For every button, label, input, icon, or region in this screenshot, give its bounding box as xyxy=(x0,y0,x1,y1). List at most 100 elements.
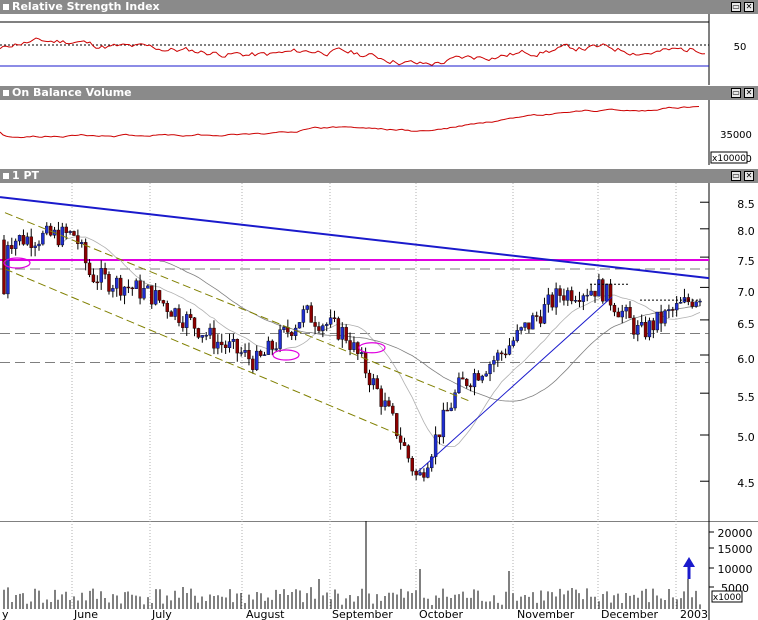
candle-body xyxy=(138,280,142,299)
candle-body xyxy=(449,407,453,411)
candle-body xyxy=(511,340,516,346)
candle-body xyxy=(542,304,547,324)
candle-body xyxy=(173,308,177,317)
candle-body xyxy=(496,352,500,361)
price-tick-label: 8.5 xyxy=(737,198,755,211)
candle-body xyxy=(527,322,531,330)
candle-body xyxy=(694,301,698,307)
uptrend-line xyxy=(417,296,613,472)
candle-body xyxy=(639,322,644,326)
candle-body xyxy=(208,327,212,336)
candle-body xyxy=(146,285,150,289)
candle-body xyxy=(297,322,302,329)
candle-body xyxy=(554,288,558,308)
month-label: October xyxy=(419,608,463,620)
price-tick-label: 5.5 xyxy=(737,391,755,404)
candle-body xyxy=(585,294,589,297)
volume-unit: x1000 xyxy=(713,593,742,603)
candle-body xyxy=(395,413,399,437)
candle-body xyxy=(274,348,278,350)
candle-body xyxy=(45,225,49,234)
candle-body xyxy=(29,236,33,248)
candle-body xyxy=(185,314,189,328)
panel-menu-icon[interactable] xyxy=(3,90,9,96)
candle-body xyxy=(558,288,562,296)
close-icon[interactable]: ✕ xyxy=(744,2,754,12)
candle-body xyxy=(472,373,477,388)
candle-body xyxy=(216,341,220,349)
candle-body xyxy=(636,325,640,335)
volume-plot: 20000 15000 10000 5000 x1000 y June July… xyxy=(0,521,758,620)
candle-body xyxy=(690,301,694,307)
volume-tick-label: 15000 xyxy=(718,543,753,556)
restore-icon[interactable]: ▭ xyxy=(731,2,741,12)
candle-body xyxy=(360,352,364,354)
candle-body xyxy=(177,308,181,323)
candle-body xyxy=(577,300,582,302)
candle-body xyxy=(476,373,481,381)
candle-body xyxy=(352,342,356,350)
close-icon[interactable]: ✕ xyxy=(744,88,754,98)
candle-body xyxy=(604,283,609,302)
candle-body xyxy=(503,353,508,356)
volume-tick-label: 20000 xyxy=(718,527,753,540)
highlight-ellipse xyxy=(272,349,300,361)
restore-icon[interactable]: ▭ xyxy=(731,171,741,181)
restore-icon[interactable]: ▭ xyxy=(731,88,741,98)
candle-body xyxy=(387,400,391,407)
obv-plot: 35000 30000 x10000 xyxy=(0,100,758,165)
rsi-line xyxy=(0,37,706,66)
candle-body xyxy=(441,409,446,438)
obv-tick-35000: 35000 xyxy=(720,130,752,141)
candle-body xyxy=(573,300,578,302)
candle-body xyxy=(655,311,659,331)
price-titlebar: 1 PT ▭ ✕ xyxy=(0,169,758,183)
candle-body xyxy=(142,288,146,299)
candle-body xyxy=(290,332,294,336)
candle-body xyxy=(278,329,282,349)
panel-menu-icon[interactable] xyxy=(3,4,9,10)
panel-menu-icon[interactable] xyxy=(3,173,9,179)
candle-body xyxy=(398,435,403,443)
candle-body xyxy=(616,311,621,318)
candle-body xyxy=(293,327,298,336)
candle-body xyxy=(678,301,683,304)
candle-body xyxy=(671,309,675,311)
candle-body xyxy=(328,317,333,325)
volume-arrow-icon xyxy=(683,557,695,579)
candle-body xyxy=(601,279,605,302)
price-tick-label: 6.5 xyxy=(737,318,755,331)
obv-unit: x10000 xyxy=(712,154,746,164)
candle-body xyxy=(115,277,119,289)
candle-body xyxy=(231,338,236,342)
candle-body xyxy=(161,300,166,304)
candle-body xyxy=(433,434,438,457)
candle-body xyxy=(426,467,430,478)
candle-body xyxy=(484,373,488,377)
candle-body xyxy=(597,279,601,297)
volume-tick-label: 10000 xyxy=(718,563,753,576)
candle-body xyxy=(25,236,30,245)
price-plot: 8.5 8.0 7.5 7.0 6.5 6.0 5.5 5.0 4.5 xyxy=(0,183,758,521)
candle-body xyxy=(562,295,566,301)
candle-body xyxy=(651,320,656,331)
volume-panel: 20000 15000 10000 5000 x1000 y June July… xyxy=(0,521,758,620)
moving-average-long xyxy=(159,260,701,402)
price-tick-label: 8.0 xyxy=(737,225,755,238)
candle-body xyxy=(698,300,702,303)
candle-body xyxy=(223,344,228,348)
candle-body xyxy=(480,375,484,381)
close-icon[interactable]: ✕ xyxy=(744,171,754,181)
candle-body xyxy=(313,322,317,327)
candle-body xyxy=(258,350,263,356)
candle-body xyxy=(80,242,84,244)
candle-body xyxy=(667,309,671,312)
month-label: June xyxy=(73,608,98,620)
price-tick-label: 6.0 xyxy=(737,353,755,366)
candle-body xyxy=(169,311,173,317)
candle-body xyxy=(196,328,201,338)
candle-body xyxy=(255,350,259,370)
candle-body xyxy=(220,341,224,346)
candle-body xyxy=(212,327,216,349)
rsi-titlebar: Relative Strength Index ▭ ✕ xyxy=(0,0,758,14)
